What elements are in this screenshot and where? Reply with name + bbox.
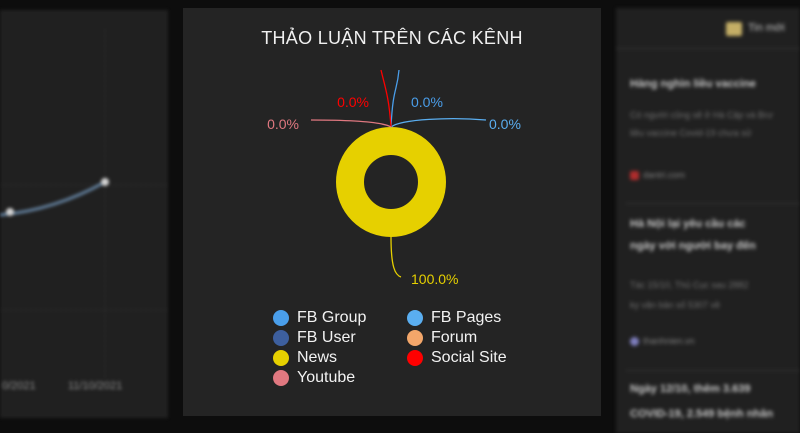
leader-line: [390, 236, 402, 278]
legend-item[interactable]: FB Group: [273, 309, 366, 327]
news-item-title[interactable]: ngày với người bay đến: [630, 240, 756, 252]
news-item-title[interactable]: Hà Nội lại yêu cầu các: [630, 218, 746, 230]
x-tick-label: 0/2021: [2, 380, 36, 392]
news-item-title[interactable]: COVID-19, 2.549 bệnh nhân: [630, 408, 774, 420]
right-news-panel: Tin mới Hàng nghìn liều vaccine Có người…: [616, 8, 800, 433]
news-item-source: thanhnien.vn: [630, 336, 695, 347]
news-item-snippet: Tác 15/10, Thủ Cục sau 2882: [630, 280, 749, 290]
legend-swatch: [273, 350, 289, 366]
news-icon: [726, 22, 742, 36]
leader-line: [390, 69, 400, 128]
donut-slice: [336, 127, 446, 237]
news-item-title[interactable]: Ngày 12/10, thêm 3.639: [630, 383, 751, 395]
legend-label: FB Group: [297, 309, 367, 326]
channel-discussion-panel: THẢO LUẬN TRÊN CÁC KÊNH 0.0% 0.0% 100.0% 0.…: [183, 8, 601, 416]
divider: [626, 370, 800, 371]
legend-swatch: [407, 350, 423, 366]
legend-swatch: [273, 370, 289, 386]
legend-label: Forum: [431, 329, 478, 346]
legend-item[interactable]: Forum: [407, 329, 477, 347]
leader-line: [380, 69, 392, 128]
legend-swatch: [273, 310, 289, 326]
legend-item[interactable]: Social Site: [407, 349, 507, 367]
data-label: 0.0%: [489, 116, 521, 132]
source-icon: [630, 171, 639, 181]
data-point: [101, 178, 109, 186]
chart-title: THẢO LUẬN TRÊN CÁC KÊNH: [261, 28, 523, 48]
legend-swatch: [273, 330, 289, 346]
legend-label: FB Pages: [431, 309, 502, 326]
data-label: 0.0%: [267, 116, 299, 132]
series-line: [0, 180, 106, 217]
legend-label: Youtube: [297, 369, 356, 386]
leader-line: [310, 119, 392, 128]
legend-label: News: [297, 349, 338, 366]
legend-item[interactable]: FB Pages: [407, 309, 501, 327]
data-point: [6, 208, 14, 216]
left-line-chart-panel: 0/2021 11/10/2021: [0, 10, 168, 418]
leader-line: [390, 118, 487, 128]
legend-item[interactable]: FB User: [273, 329, 356, 347]
data-label: 0.0%: [337, 94, 369, 110]
data-label: 100.0%: [411, 271, 458, 287]
divider: [626, 203, 800, 204]
news-item-title[interactable]: Hàng nghìn liều vaccine: [630, 78, 756, 90]
news-item-snippet: Có người cũng sẽ ở Hà Cập và Brư: [630, 110, 773, 120]
left-line-chart: [0, 30, 168, 380]
donut-chart: 0.0% 0.0% 100.0% 0.0% 0.0%: [267, 69, 521, 287]
news-item-snippet: liều vaccine Covid-19 chưa sử: [630, 128, 752, 138]
legend-item[interactable]: News: [273, 349, 337, 367]
data-label: 0.0%: [411, 94, 443, 110]
news-item-source: dantri.com: [630, 170, 686, 181]
news-header: Tin mới: [616, 8, 800, 49]
legend-label: FB User: [297, 329, 356, 346]
news-source-label: dantri.com: [643, 170, 686, 180]
legend-item[interactable]: Youtube: [273, 369, 355, 387]
legend-swatch: [407, 310, 423, 326]
news-header-label: Tin mới: [748, 22, 785, 34]
news-source-label: thanhnien.vn: [643, 336, 695, 346]
source-icon: [630, 337, 639, 347]
legend-swatch: [407, 330, 423, 346]
x-tick-label: 11/10/2021: [68, 380, 123, 392]
legend-label: Social Site: [431, 349, 507, 366]
news-item-snippet: ky văn bản số 5307 về: [630, 300, 721, 310]
